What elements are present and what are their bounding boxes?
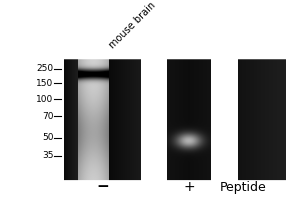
Text: 250: 250 (36, 64, 53, 73)
Text: 70: 70 (42, 112, 53, 121)
Text: +: + (183, 180, 195, 194)
Text: Peptide: Peptide (219, 181, 266, 194)
Text: mouse brain: mouse brain (107, 0, 157, 51)
Text: 50: 50 (42, 133, 53, 142)
Text: 35: 35 (42, 151, 53, 160)
Text: 100: 100 (36, 95, 53, 104)
Text: 150: 150 (36, 79, 53, 88)
Text: −: − (96, 179, 109, 194)
